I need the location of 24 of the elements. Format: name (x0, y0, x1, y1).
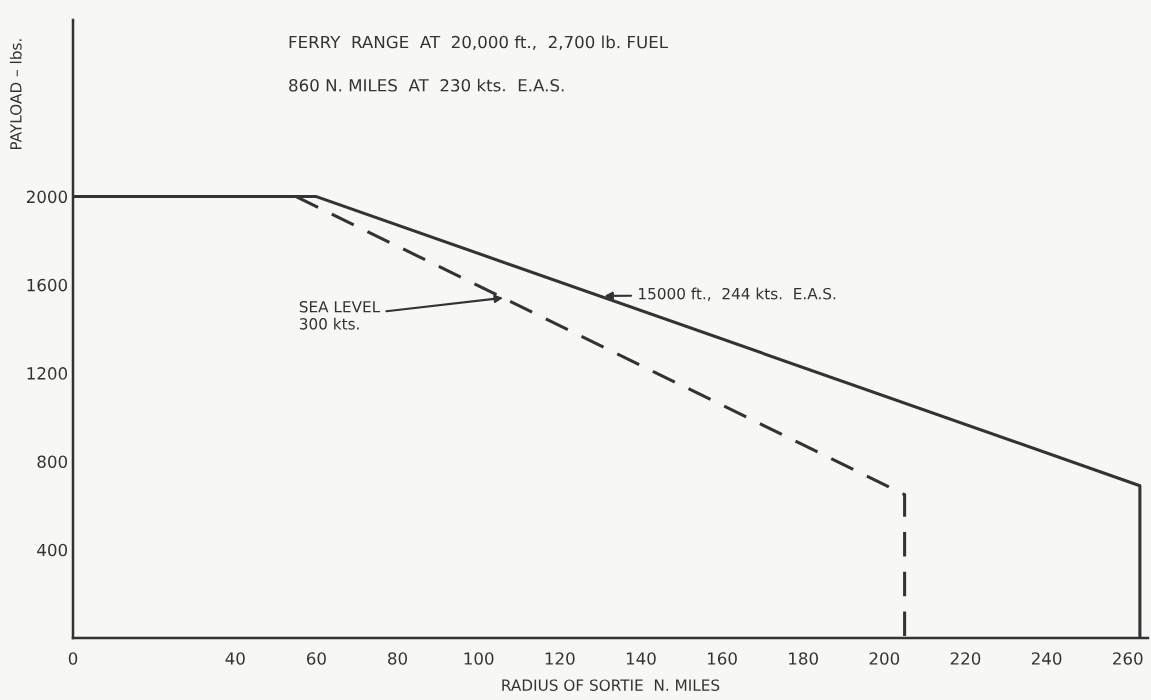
x-tick-label: 140 (626, 652, 656, 665)
annotation: 860 N. MILES AT 230 kts. E.A.S. (289, 78, 564, 92)
x-tick-label: 260 (1113, 652, 1143, 665)
x-tick-label: 240 (1031, 652, 1062, 665)
y-tick-label: 1200 (27, 367, 68, 380)
x-tick-label: 60 (306, 652, 326, 665)
x-tick-label: 220 (950, 652, 981, 665)
y-tick-label: 1600 (27, 278, 68, 292)
x-tick-label: 80 (388, 652, 408, 665)
x-tick-label: 100 (464, 652, 494, 665)
x-tick-label: 0 (68, 652, 78, 665)
x-axis-title: RADIUS OF SORTIE N. MILES (502, 679, 720, 691)
x-tick-label: 200 (869, 652, 900, 665)
x-tick-label: 180 (789, 652, 818, 665)
annotation: FERRY RANGE AT 20,000 ft., 2,700 lb. FUEL (289, 35, 668, 51)
annotation: SEA LEVEL 300 kts. (299, 300, 381, 330)
y-tick-label: 400 (37, 543, 68, 557)
annotation: 15000 ft., 244 kts. E.A.S. (639, 287, 836, 301)
x-tick-label: 40 (225, 652, 245, 665)
x-tick-label: 160 (707, 652, 737, 665)
y-tick-label: 2000 (26, 190, 68, 204)
y-axis-title: PAYLOAD – lbs. (9, 39, 22, 150)
x-tick-label: 120 (545, 652, 575, 665)
y-tick-label: 800 (37, 455, 68, 468)
